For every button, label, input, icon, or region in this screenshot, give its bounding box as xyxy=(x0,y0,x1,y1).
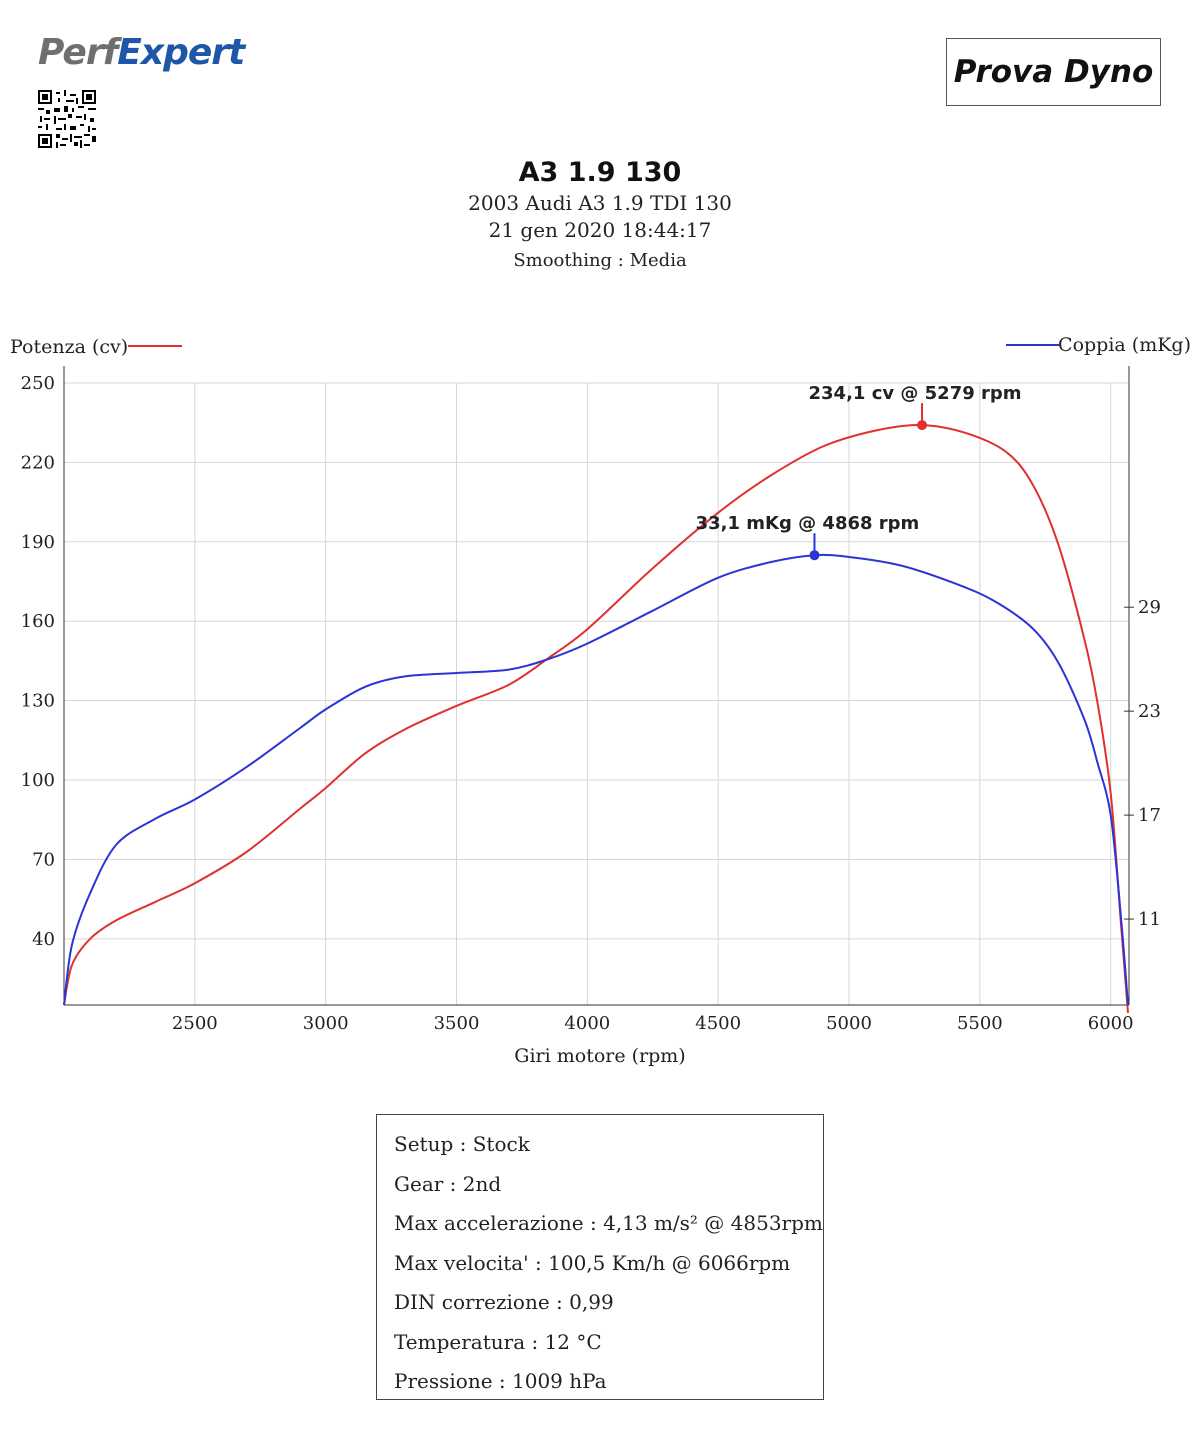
left-y-tick-label: 70 xyxy=(32,849,55,870)
x-tick-label: 5000 xyxy=(826,1013,872,1034)
test-info-box: Setup : Stock Gear : 2nd Max accelerazio… xyxy=(376,1114,824,1400)
right-y-tick-label: 17 xyxy=(1138,805,1161,826)
right-y-tick-label: 23 xyxy=(1138,701,1161,722)
x-tick-label: 3500 xyxy=(434,1013,480,1034)
x-tick-label: 2500 xyxy=(172,1013,218,1034)
perfexpert-logo: PerfExpert xyxy=(38,32,245,73)
torque-peak-label: 33,1 mKg @ 4868 rpm xyxy=(696,513,920,534)
info-pressure: Pressione : 1009 hPa xyxy=(394,1369,607,1393)
x-tick-label: 4500 xyxy=(695,1013,741,1034)
left-y-tick-label: 160 xyxy=(21,611,55,632)
vehicle-subtitle: 2003 Audi A3 1.9 TDI 130 xyxy=(468,191,732,215)
info-din-correction: DIN correzione : 0,99 xyxy=(394,1290,614,1314)
info-temperature: Temperatura : 12 °C xyxy=(394,1329,602,1354)
left-y-tick-label: 220 xyxy=(21,452,55,473)
prova-dyno-badge: Prova Dyno xyxy=(946,38,1161,106)
left-y-tick-label: 100 xyxy=(21,770,55,791)
x-tick-label: 4000 xyxy=(564,1013,610,1034)
info-gear: Gear : 2nd xyxy=(394,1171,502,1196)
x-tick-label: 6000 xyxy=(1088,1013,1134,1034)
chart-title: A3 1.9 130 xyxy=(518,157,682,188)
x-tick-label: 3000 xyxy=(303,1013,349,1034)
x-tick-label: 5500 xyxy=(957,1013,1003,1034)
info-setup: Setup : Stock xyxy=(394,1132,530,1156)
x-axis-label: Giri motore (rpm) xyxy=(514,1045,685,1067)
smoothing-label: Smoothing : Media xyxy=(513,250,687,271)
right-axis-label: Coppia (mKg) xyxy=(1058,334,1191,356)
torque-curve xyxy=(63,553,1129,1006)
left-y-tick-label: 130 xyxy=(21,691,55,712)
power-peak-label: 234,1 cv @ 5279 rpm xyxy=(809,383,1022,404)
power-peak-marker xyxy=(917,420,928,431)
left-y-tick-label: 40 xyxy=(32,929,55,950)
info-max-speed: Max velocita' : 100,5 Km/h @ 6066rpm xyxy=(394,1250,791,1275)
info-max-acceleration: Max accelerazione : 4,13 m/s² @ 4853rpm xyxy=(394,1211,823,1235)
right-y-tick-label: 29 xyxy=(1138,597,1161,618)
qr-code-icon xyxy=(38,90,96,148)
left-y-tick-label: 250 xyxy=(21,373,55,394)
power-curve xyxy=(63,424,1129,1013)
torque-peak-marker xyxy=(809,550,820,561)
chart-titles: A3 1.9 130 2003 Audi A3 1.9 TDI 130 21 g… xyxy=(0,156,1200,276)
left-y-tick-label: 190 xyxy=(21,532,55,553)
dyno-chart: 2500 3000 3500 4000 4500 5000 5500 6000 40 70 100 1… xyxy=(10,334,1191,1067)
test-date: 21 gen 2020 18:44:17 xyxy=(488,218,712,242)
left-axis-label: Potenza (cv) xyxy=(10,336,128,358)
right-y-tick-label: 11 xyxy=(1138,909,1161,930)
